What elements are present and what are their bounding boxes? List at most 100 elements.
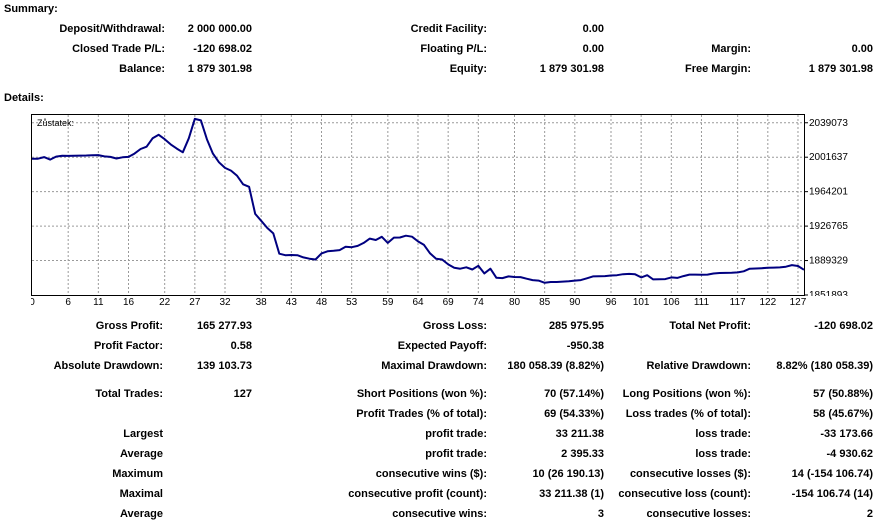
gross-loss-label: Gross Loss: — [422, 320, 487, 332]
floating-label: Floating P/L: — [420, 43, 487, 55]
x-tick-label: 101 — [633, 297, 650, 308]
average-loss-label: loss trade: — [695, 448, 751, 460]
x-tick-label: 53 — [346, 297, 358, 308]
y-tick-label: 1964201 — [809, 187, 848, 198]
closed-pl-label: Closed Trade P/L: — [72, 43, 165, 55]
balance-label: Balance: — [119, 63, 165, 75]
x-axis: 0 6 11 16 22 27 32 38 43 48 53 59 64 69 74 80 85 90 96 101 1… — [31, 297, 807, 308]
closed-pl-value: -120 698.02 — [193, 43, 252, 55]
x-tick-label: 106 — [663, 297, 680, 308]
total-trades-value: 127 — [233, 388, 252, 400]
avg-consecutive-wins-label: consecutive wins: — [392, 508, 487, 520]
x-tick-label: 16 — [123, 297, 135, 308]
largest-profit-value: 33 211.38 — [555, 428, 604, 440]
equity-value: 1 879 301.98 — [539, 63, 604, 75]
max-consecutive-losses-value: 14 (-154 106.74) — [791, 468, 873, 480]
largest-label: Largest — [123, 428, 163, 440]
x-tick-label: 43 — [286, 297, 298, 308]
x-tick-label: 85 — [539, 297, 551, 308]
y-tick-label: 2039073 — [809, 118, 848, 129]
x-tick-label: 96 — [605, 297, 617, 308]
relative-drawdown-value: 8.82% (180 058.39) — [776, 360, 873, 372]
x-tick-label: 80 — [509, 297, 521, 308]
x-tick-label: 0 — [31, 297, 35, 308]
x-tick-label: 22 — [159, 297, 171, 308]
margin-label: Margin: — [711, 43, 751, 55]
avg-consecutive-losses-label: consecutive losses: — [646, 508, 751, 520]
maximal-drawdown-label: Maximal Drawdown: — [381, 360, 487, 372]
relative-drawdown-label: Relative Drawdown: — [646, 360, 751, 372]
x-tick-label: 111 — [694, 297, 710, 308]
x-tick-label: 11 — [93, 297, 104, 308]
maximal-drawdown-value: 180 058.39 (8.82%) — [507, 360, 604, 372]
x-tick-label: 117 — [730, 297, 746, 308]
long-positions-label: Long Positions (won %): — [622, 388, 751, 400]
x-tick-label: 27 — [189, 297, 201, 308]
average-profit-value: 2 395.33 — [561, 448, 604, 460]
margin-value: 0.00 — [851, 43, 873, 55]
floating-value: 0.00 — [582, 43, 604, 55]
loss-trades-value: 58 (45.67%) — [813, 408, 873, 420]
total-net-label: Total Net Profit: — [669, 320, 751, 332]
y-tick-label: 1926765 — [809, 221, 848, 232]
total-trades-label: Total Trades: — [95, 388, 163, 400]
long-positions-value: 57 (50.88%) — [813, 388, 873, 400]
gross-profit-value: 165 277.93 — [196, 320, 252, 332]
maximal-consecutive-profit-label: consecutive profit (count): — [348, 488, 487, 500]
x-tick-label: 127 — [790, 297, 807, 308]
x-tick-label: 6 — [65, 297, 71, 308]
avg-consecutive-wins-value: 3 — [597, 508, 604, 520]
credit-label: Credit Facility: — [410, 23, 487, 35]
maximal-label: Maximal — [119, 488, 163, 500]
credit-value: 0.00 — [582, 23, 604, 35]
x-tick-label: 32 — [219, 297, 231, 308]
total-net-value: -120 698.02 — [814, 320, 873, 332]
equity-label: Equity: — [449, 63, 487, 75]
deposit-label: Deposit/Withdrawal: — [59, 23, 165, 35]
maximum-label: Maximum — [112, 468, 163, 480]
y-axis: 2039073 2001637 1964201 1926765 1889329 18518… — [804, 118, 848, 296]
x-tick-label: 90 — [569, 297, 581, 308]
x-tick-label: 48 — [316, 297, 328, 308]
x-tick-label: 74 — [473, 297, 485, 308]
largest-loss-value: -33 173.66 — [820, 428, 873, 440]
max-consecutive-wins-label: consecutive wins ($): — [375, 468, 487, 480]
maximal-consecutive-loss-value: -154 106.74 (14) — [791, 488, 873, 500]
free-margin-label: Free Margin: — [684, 63, 751, 75]
absolute-drawdown-label: Absolute Drawdown: — [53, 360, 163, 372]
details-title: Details: — [4, 92, 44, 104]
x-tick-label: 64 — [412, 297, 424, 308]
chart-title: Zůstatek: — [37, 118, 75, 128]
average-profit-label: profit trade: — [425, 448, 487, 460]
balance-value: 1 879 301.98 — [187, 63, 252, 75]
x-tick-label: 69 — [443, 297, 455, 308]
profit-trades-label: Profit Trades (% of total): — [356, 408, 487, 420]
largest-loss-label: loss trade: — [695, 428, 751, 440]
largest-profit-label: profit trade: — [425, 428, 487, 440]
deposit-value: 2 000 000.00 — [187, 23, 252, 35]
x-tick-label: 38 — [256, 297, 268, 308]
y-tick-label: 1851893 — [809, 290, 848, 296]
y-tick-label: 1889329 — [809, 256, 848, 267]
y-tick-label: 2001637 — [809, 152, 848, 163]
average-consecutive-label: Average — [119, 508, 163, 520]
gross-profit-label: Gross Profit: — [95, 320, 163, 332]
short-positions-label: Short Positions (won %): — [356, 388, 487, 400]
avg-consecutive-losses-value: 2 — [866, 508, 873, 520]
max-consecutive-wins-value: 10 (26 190.13) — [532, 468, 604, 480]
summary-title: Summary: — [4, 3, 58, 15]
short-positions-value: 70 (57.14%) — [544, 388, 604, 400]
maximal-consecutive-profit-value: 33 211.38 (1) — [539, 488, 604, 500]
balance-plot — [32, 115, 804, 295]
expected-payoff-value: -950.38 — [566, 340, 604, 352]
expected-payoff-label: Expected Payoff: — [397, 340, 487, 352]
max-consecutive-losses-label: consecutive losses ($): — [629, 468, 751, 480]
average-loss-value: -4 930.62 — [826, 448, 873, 460]
absolute-drawdown-value: 139 103.73 — [196, 360, 252, 372]
gross-loss-value: 285 975.95 — [548, 320, 604, 332]
average-label: Average — [119, 448, 163, 460]
profit-factor-value: 0.58 — [230, 340, 252, 352]
x-tick-label: 59 — [382, 297, 394, 308]
loss-trades-label: Loss trades (% of total): — [625, 408, 751, 420]
balance-chart: Zůstatek: — [31, 114, 805, 296]
